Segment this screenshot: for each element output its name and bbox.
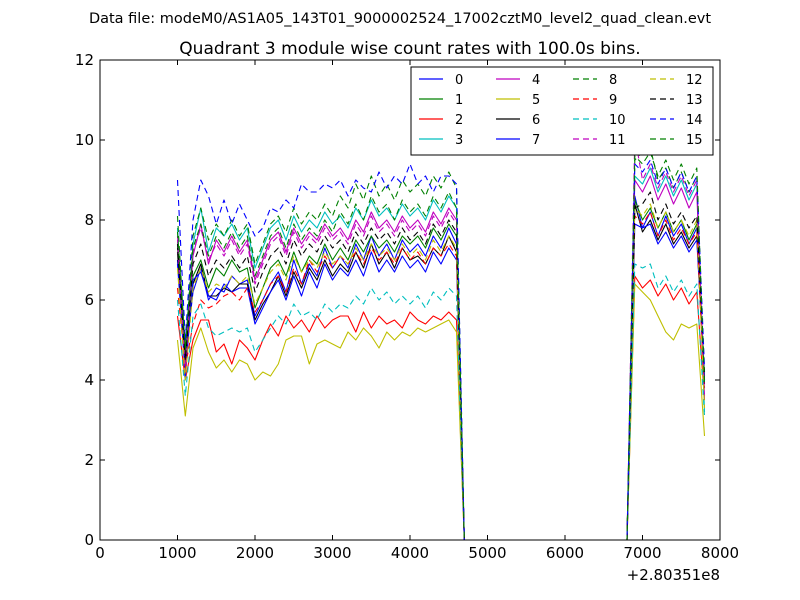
x-tick-label: 4000	[391, 544, 429, 562]
y-tick-label: 0	[84, 531, 94, 549]
y-tick-label: 6	[84, 291, 94, 309]
axes: 0 1000 2000 3000 4000 5000 6000 7000 80000246810…	[75, 51, 739, 562]
legend-box	[410, 66, 714, 156]
legend-label-12: 12	[686, 73, 703, 88]
series-line-13	[176, 191, 706, 541]
legend-label-13: 13	[686, 93, 703, 108]
x-tick-label: 0	[95, 544, 105, 562]
legend-label-0: 0	[455, 73, 463, 88]
legend-label-10: 10	[609, 113, 626, 128]
x-tick-label: 3000	[313, 544, 351, 562]
x-tick-label: 1000	[158, 544, 196, 562]
y-tick-label: 2	[84, 451, 94, 469]
legend-label-7: 7	[532, 133, 540, 148]
legend-label-14: 14	[686, 113, 703, 128]
y-tick-label: 4	[84, 371, 94, 389]
series-line-11	[176, 135, 706, 541]
x-tick-label: 2000	[236, 544, 274, 562]
legend-label-5: 5	[532, 93, 540, 108]
chart-title: Quadrant 3 module wise count rates with …	[179, 39, 640, 59]
series-line-9	[176, 211, 706, 541]
series-line-10	[176, 263, 706, 541]
legend-label-6: 6	[532, 113, 540, 128]
y-tick-label: 8	[84, 211, 94, 229]
x-tick-label: 7000	[623, 544, 661, 562]
legend-label-15: 15	[686, 133, 703, 148]
x-tick-label: 5000	[468, 544, 506, 562]
legend-label-9: 9	[609, 93, 617, 108]
legend-label-4: 4	[532, 73, 540, 88]
x-tick-label: 8000	[701, 544, 739, 562]
legend-label-8: 8	[609, 73, 617, 88]
y-tick-label: 10	[75, 131, 94, 149]
legend-label-3: 3	[455, 133, 463, 148]
figure-suptitle: Data file: modeM0/AS1A05_143T01_90000025…	[89, 11, 711, 27]
legend-label-11: 11	[609, 133, 626, 148]
x-tick-label: 6000	[546, 544, 584, 562]
x-axis-offset-label: +2.80351e8	[627, 566, 720, 584]
legend-label-1: 1	[455, 93, 463, 108]
legend-label-2: 2	[455, 113, 463, 128]
y-tick-label: 12	[75, 51, 94, 69]
